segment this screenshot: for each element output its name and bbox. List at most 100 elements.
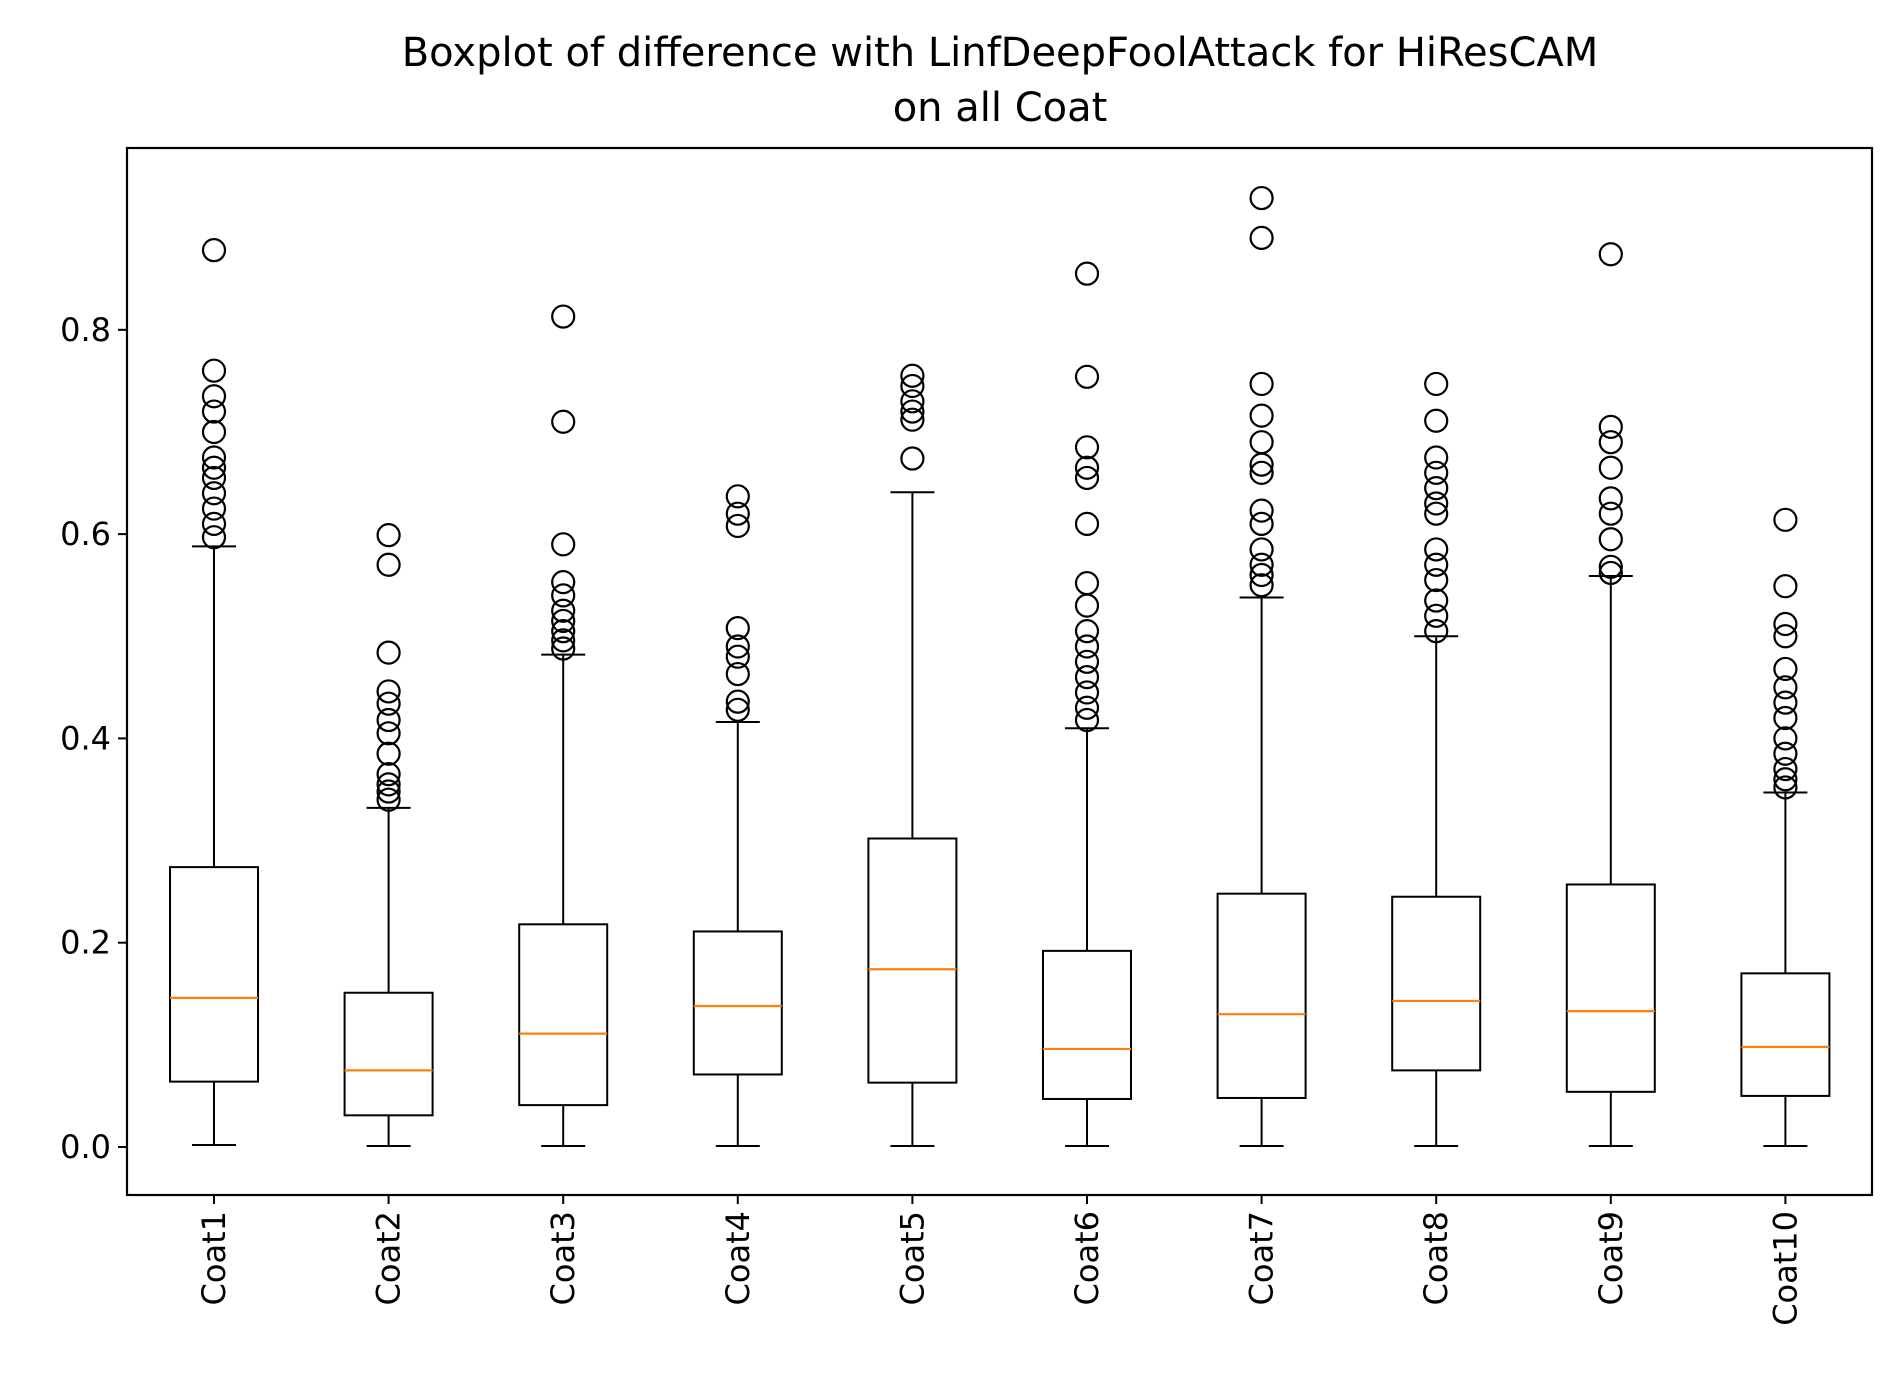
flier-point [900,407,925,432]
flier-point [1249,498,1274,523]
iqr-box [518,923,609,1107]
flier-point [201,384,227,409]
box-coat10 [1740,507,1831,1147]
flier-point [1074,261,1100,286]
flier-point [725,697,750,722]
flier-point [1598,554,1623,579]
flier-point [1249,225,1274,250]
flier-point [551,608,576,634]
flier-point [725,644,750,669]
flier-point [376,552,401,577]
flier-point [1074,455,1100,480]
flier-point [551,304,576,329]
flier-point [201,481,227,506]
iqr-box [1740,972,1831,1097]
box-coat2 [343,523,434,1147]
iqr-box [1042,949,1132,1100]
flier-point [1074,619,1100,644]
flier-point [1074,465,1100,491]
flier-point [1424,476,1449,501]
flier-point [1598,430,1623,455]
x-tick-label: Coat8 [1417,1211,1455,1305]
flier-point [376,679,401,704]
flier-point [900,446,925,471]
box-coat5 [867,363,958,1147]
flier-point [1424,537,1449,562]
flier-point [1249,537,1274,562]
flier-point [1773,690,1798,715]
flier-point [1773,656,1798,682]
flier-point [1249,403,1274,428]
y-tick-label: 0.6 [60,515,111,553]
flier-point [1773,705,1798,731]
flier-point [1424,408,1449,433]
flier-point [201,399,227,424]
y-tick-label: 0.8 [60,311,111,349]
flier-point [1074,364,1100,389]
chart-title-line1: Boxplot of difference with LinfDeepFoolA… [402,30,1599,76]
flier-point [1424,552,1449,577]
flier-point [376,721,401,746]
flier-point [1773,675,1798,700]
flier-point [1424,460,1449,485]
flier-point [1773,741,1798,766]
flier-point [1074,593,1100,618]
flier-point [376,779,401,804]
flier-point [376,741,401,766]
flier-point [376,640,401,665]
x-tick-label: Coat5 [893,1211,931,1305]
flier-point [1598,455,1623,480]
flier-point [900,363,925,388]
flier-point [1249,460,1274,485]
x-tick-label: Coat1 [195,1211,233,1305]
flier-point [1249,573,1274,598]
flier-point [1074,634,1100,659]
flier-point [725,501,750,526]
flier-point [1773,756,1798,782]
flier-point [1424,371,1449,397]
flier-point [1074,695,1100,720]
iqr-box [867,837,958,1084]
flier-point [551,636,576,661]
flier-point [551,619,576,644]
flier-point [376,523,401,548]
flier-point [1249,185,1274,211]
flier-point [376,762,401,787]
flier-point [1598,527,1623,552]
x-tick-label: Coat7 [1243,1211,1281,1305]
flier-point [201,455,227,480]
flier-point [900,373,925,399]
flier-point [1598,501,1623,526]
flier-point [1773,775,1798,800]
flier-point [201,445,227,470]
flier-point [201,465,227,491]
flier-point [551,583,576,608]
flier-point [551,628,576,653]
flier-point [725,513,750,539]
flier-point [1424,603,1449,628]
flier-point [1249,371,1274,397]
flier-point [1074,435,1100,460]
plot-area: 0.0 0.2 0.4 0.6 0.8 Coat1 Coat2 Coat3 Coat4 Coat5… [60,185,1831,1326]
flier-point [551,532,576,557]
flier-point [1773,726,1798,751]
flier-point [1424,501,1449,526]
flier-point [551,409,576,434]
box-coat6 [1042,261,1132,1147]
flier-point [201,238,227,263]
flier-point [1249,452,1274,477]
flier-point [1598,414,1623,439]
flier-point [376,787,401,812]
flier-point [1074,571,1100,596]
iqr-box [1216,892,1307,1099]
plot-frame [125,146,1874,1197]
flier-point [1424,619,1449,644]
x-tick-label: Coat9 [1592,1211,1630,1305]
flier-point [1249,562,1274,588]
flier-point [551,570,576,595]
flier-point [201,358,227,383]
flier-point [900,399,925,424]
flier-point [1074,707,1100,733]
y-tick-label: 0.0 [60,1128,111,1166]
flier-point [201,511,227,536]
